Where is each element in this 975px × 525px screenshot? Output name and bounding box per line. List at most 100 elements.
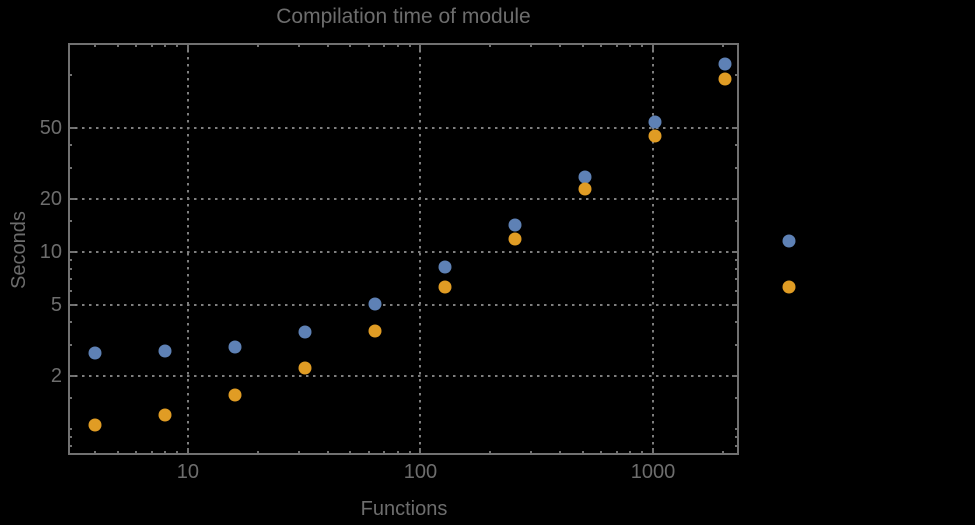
data-point-series-orange xyxy=(228,388,242,402)
x-gridline xyxy=(419,43,422,455)
y-minor-tick xyxy=(735,321,739,324)
x-minor-tick xyxy=(256,451,259,455)
y-tick-label: 10 xyxy=(39,240,62,263)
y-minor-tick xyxy=(68,343,72,346)
x-minor-tick xyxy=(383,451,386,455)
y-tick-label: 2 xyxy=(50,364,62,387)
x-minor-tick xyxy=(559,451,562,455)
data-point-series-orange xyxy=(158,408,172,422)
y-gridline xyxy=(68,127,739,130)
y-minor-tick xyxy=(68,321,72,324)
y-minor-tick xyxy=(68,259,72,262)
x-minor-tick xyxy=(94,451,97,455)
y-minor-tick xyxy=(735,144,739,147)
data-point-series-orange xyxy=(438,280,452,294)
data-point-series-blue xyxy=(718,57,732,71)
y-major-tick xyxy=(732,304,739,307)
y-minor-tick xyxy=(68,436,72,439)
x-tick-label: 100 xyxy=(403,461,438,483)
y-minor-tick xyxy=(735,219,739,222)
data-point-series-orange xyxy=(298,361,312,375)
y-minor-tick xyxy=(735,268,739,271)
y-minor-tick xyxy=(735,73,739,76)
x-minor-tick xyxy=(721,451,724,455)
x-minor-tick xyxy=(629,43,632,47)
data-point-series-blue xyxy=(368,297,382,311)
y-minor-tick xyxy=(68,278,72,281)
x-minor-tick xyxy=(367,43,370,47)
x-minor-tick xyxy=(530,43,533,47)
y-minor-tick xyxy=(735,343,739,346)
x-major-tick xyxy=(419,43,422,50)
data-point-series-orange xyxy=(88,418,102,432)
x-minor-tick xyxy=(326,43,329,47)
x-tick-label: 1000 xyxy=(630,461,676,483)
data-point-series-orange xyxy=(718,72,732,86)
x-minor-tick xyxy=(559,43,562,47)
x-axis-label: Functions xyxy=(360,498,448,520)
data-point-series-blue xyxy=(508,218,522,232)
y-tick-label: 5 xyxy=(50,294,62,317)
chart-title: Compilation time of module xyxy=(276,5,531,28)
legend-marker-1 xyxy=(782,280,796,294)
plot-area xyxy=(68,43,739,455)
x-major-tick xyxy=(186,43,189,50)
y-tick-label: 50 xyxy=(39,117,62,140)
x-minor-tick xyxy=(641,451,644,455)
data-point-series-orange xyxy=(368,324,382,338)
x-minor-tick xyxy=(408,451,411,455)
data-point-series-blue xyxy=(298,325,312,339)
y-minor-tick xyxy=(735,259,739,262)
y-major-tick xyxy=(732,197,739,200)
x-minor-tick xyxy=(530,451,533,455)
x-minor-tick xyxy=(349,43,352,47)
x-minor-tick xyxy=(615,43,618,47)
data-point-series-orange xyxy=(508,232,522,246)
y-gridline xyxy=(68,304,739,307)
y-minor-tick xyxy=(68,219,72,222)
y-minor-tick xyxy=(735,445,739,448)
data-point-series-blue xyxy=(438,260,452,274)
y-major-tick xyxy=(732,127,739,130)
y-minor-tick xyxy=(68,427,72,430)
y-minor-tick xyxy=(735,290,739,293)
x-minor-tick xyxy=(176,43,179,47)
data-point-series-orange xyxy=(648,129,662,143)
y-major-tick xyxy=(68,127,75,130)
x-minor-tick xyxy=(164,43,167,47)
data-point-series-blue xyxy=(578,170,592,184)
x-minor-tick xyxy=(326,451,329,455)
y-minor-tick xyxy=(735,278,739,281)
x-minor-tick xyxy=(721,43,724,47)
x-minor-tick xyxy=(297,451,300,455)
x-minor-tick xyxy=(116,451,119,455)
x-minor-tick xyxy=(135,43,138,47)
data-point-series-blue xyxy=(228,340,242,354)
x-minor-tick xyxy=(581,451,584,455)
x-minor-tick xyxy=(641,43,644,47)
y-gridline xyxy=(68,250,739,253)
x-minor-tick xyxy=(367,451,370,455)
plot-frame xyxy=(68,43,739,455)
x-minor-tick xyxy=(150,451,153,455)
y-minor-tick xyxy=(68,445,72,448)
x-minor-tick xyxy=(408,43,411,47)
x-minor-tick xyxy=(615,451,618,455)
data-point-series-orange xyxy=(578,182,592,196)
x-minor-tick xyxy=(297,43,300,47)
x-minor-tick xyxy=(164,451,167,455)
y-major-tick xyxy=(68,197,75,200)
data-point-series-blue xyxy=(648,115,662,129)
x-gridline xyxy=(186,43,189,455)
x-tick-label: 10 xyxy=(176,461,200,483)
x-gridline xyxy=(651,43,654,455)
x-minor-tick xyxy=(349,451,352,455)
y-gridline xyxy=(68,197,739,200)
x-minor-tick xyxy=(489,43,492,47)
x-minor-tick xyxy=(176,451,179,455)
x-minor-tick xyxy=(116,43,119,47)
y-major-tick xyxy=(732,374,739,377)
x-major-tick xyxy=(651,448,654,455)
y-minor-tick xyxy=(735,436,739,439)
